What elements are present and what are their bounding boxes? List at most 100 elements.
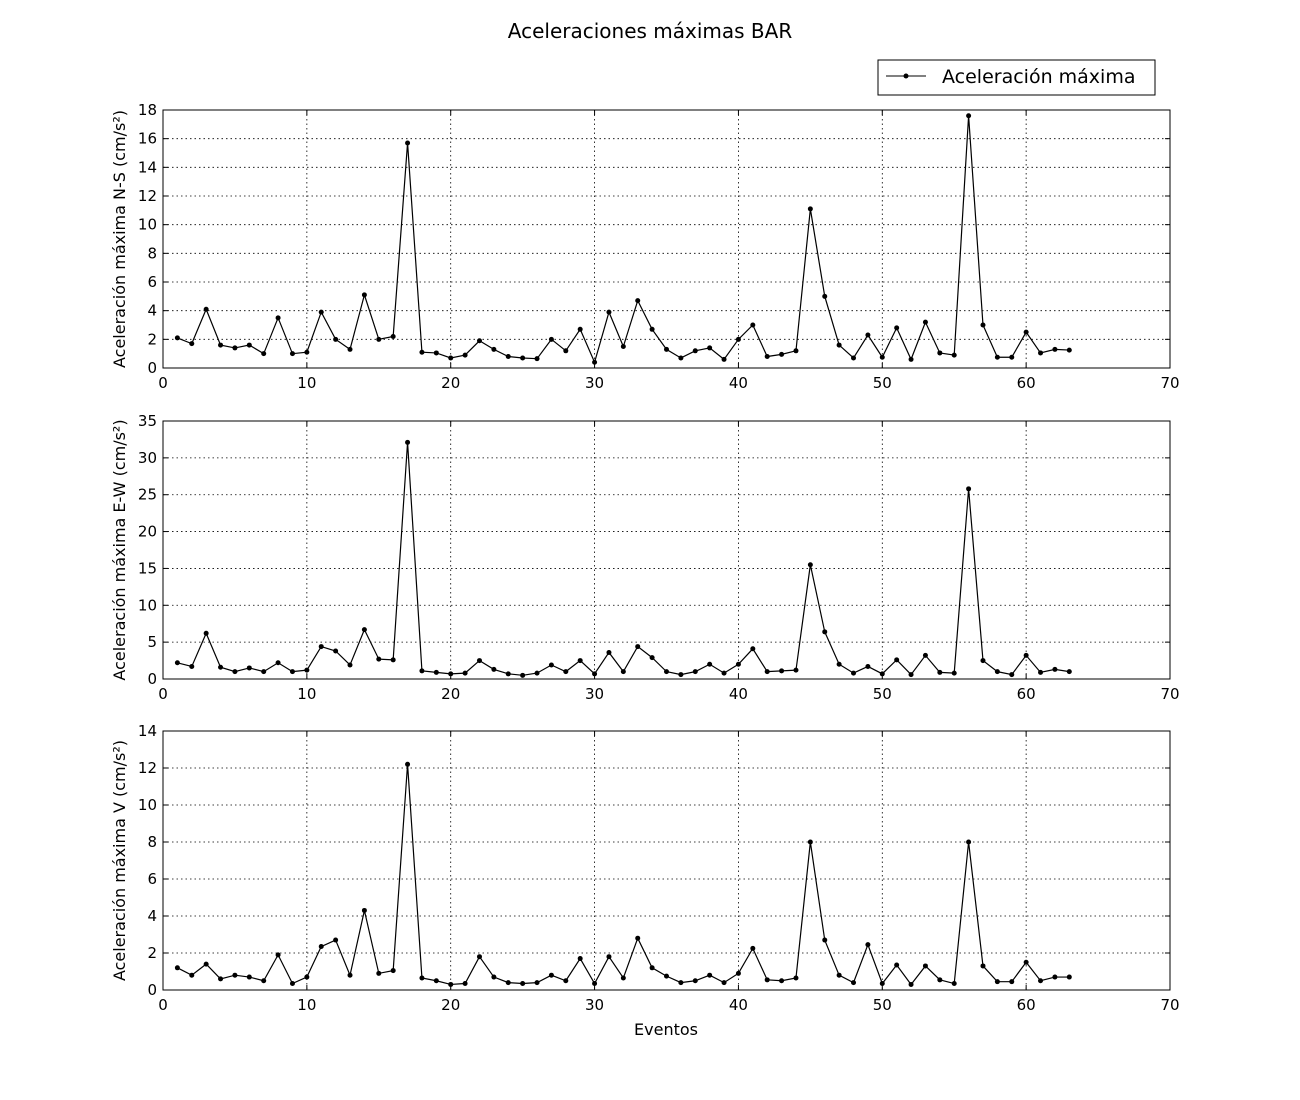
data-point-ns bbox=[232, 345, 238, 351]
data-point-ns bbox=[620, 344, 626, 349]
data-point-ew bbox=[563, 669, 569, 675]
data-point-v bbox=[793, 975, 799, 981]
data-point-v bbox=[203, 961, 209, 967]
y-tick-label: 10 bbox=[138, 216, 157, 234]
data-point-ns bbox=[218, 342, 224, 348]
x-tick-label: 30 bbox=[585, 996, 604, 1014]
data-point-ew bbox=[462, 670, 468, 676]
y-tick-label: 16 bbox=[138, 130, 157, 148]
data-point-v bbox=[289, 981, 295, 987]
data-point-ns bbox=[750, 322, 756, 328]
data-point-ew bbox=[174, 660, 180, 666]
data-point-ew bbox=[879, 671, 885, 677]
data-point-ns bbox=[1052, 346, 1058, 352]
x-tick-label: 70 bbox=[1160, 685, 1179, 703]
data-point-ns bbox=[922, 319, 928, 325]
data-point-v bbox=[764, 977, 770, 983]
data-point-v bbox=[1023, 959, 1029, 965]
data-point-v bbox=[448, 981, 454, 987]
data-point-v bbox=[649, 965, 655, 971]
data-point-v bbox=[966, 839, 972, 845]
data-point-ew bbox=[922, 652, 928, 658]
axes-frame-v bbox=[162, 730, 1171, 991]
data-point-v bbox=[189, 972, 195, 978]
data-point-ew bbox=[836, 661, 842, 667]
data-point-v bbox=[361, 907, 367, 913]
data-point-ew bbox=[376, 656, 382, 662]
data-point-ns bbox=[333, 336, 339, 342]
data-point-v bbox=[563, 978, 569, 984]
data-point-ns bbox=[894, 325, 900, 331]
data-point-v bbox=[980, 963, 986, 969]
data-point-ns bbox=[951, 352, 957, 358]
data-point-ns bbox=[937, 350, 943, 356]
data-point-ew bbox=[232, 669, 238, 675]
data-point-v bbox=[807, 839, 813, 845]
data-point-ew bbox=[592, 671, 598, 677]
x-tick-label: 70 bbox=[1160, 374, 1179, 392]
x-tick-label: 70 bbox=[1160, 996, 1179, 1014]
y-tick-label: 12 bbox=[138, 187, 157, 205]
data-point-ns bbox=[793, 348, 799, 354]
data-point-v bbox=[534, 980, 540, 986]
data-point-v bbox=[246, 974, 252, 980]
data-point-v bbox=[304, 974, 310, 980]
data-point-ew bbox=[851, 670, 857, 676]
data-point-v bbox=[318, 944, 324, 950]
data-point-ns bbox=[735, 336, 741, 342]
data-point-v bbox=[908, 981, 914, 987]
data-point-ns bbox=[548, 336, 554, 342]
data-point-ew bbox=[649, 655, 655, 661]
data-point-ew bbox=[735, 661, 741, 667]
data-point-v bbox=[879, 981, 885, 987]
data-point-ns bbox=[462, 352, 468, 358]
data-point-ns bbox=[721, 356, 727, 362]
data-point-ns bbox=[534, 356, 540, 362]
data-point-ns bbox=[275, 315, 281, 321]
data-point-v bbox=[922, 963, 928, 969]
data-point-ns bbox=[822, 293, 828, 299]
data-point-v bbox=[592, 981, 598, 987]
data-point-v bbox=[218, 976, 224, 982]
data-point-ew bbox=[333, 648, 339, 654]
y-axis-label-ew: Aceleración máxima E-W (cm/s²) bbox=[110, 419, 129, 680]
data-point-v bbox=[1066, 974, 1072, 980]
data-point-ew bbox=[779, 668, 785, 674]
data-point-ns bbox=[405, 140, 411, 146]
data-point-ns bbox=[649, 326, 655, 332]
x-tick-label: 10 bbox=[297, 996, 316, 1014]
data-point-v bbox=[333, 937, 339, 943]
data-point-ew bbox=[390, 657, 396, 663]
data-point-ew bbox=[951, 670, 957, 676]
x-tick-label: 10 bbox=[297, 685, 316, 703]
y-tick-label: 6 bbox=[147, 273, 157, 291]
axes-frame-ns bbox=[162, 109, 1171, 369]
data-point-ns bbox=[692, 348, 698, 354]
y-tick-label: 20 bbox=[138, 523, 157, 541]
y-axis-label-ns: Aceleración máxima N-S (cm/s²) bbox=[110, 110, 129, 368]
data-point-ew bbox=[419, 668, 425, 674]
data-point-ns bbox=[1009, 354, 1015, 360]
x-tick-label: 50 bbox=[873, 685, 892, 703]
x-tick-label: 10 bbox=[297, 374, 316, 392]
data-point-ew bbox=[620, 669, 626, 675]
x-tick-label: 40 bbox=[729, 685, 748, 703]
data-point-v bbox=[505, 980, 511, 986]
data-point-ew bbox=[865, 663, 871, 669]
data-point-ns bbox=[520, 355, 526, 361]
data-point-ns bbox=[246, 342, 252, 348]
data-point-ew bbox=[764, 669, 770, 675]
data-point-v bbox=[405, 761, 411, 767]
data-point-ew bbox=[678, 672, 684, 678]
x-tick-label: 0 bbox=[158, 685, 168, 703]
data-point-v bbox=[707, 972, 713, 978]
data-point-ew bbox=[980, 658, 986, 664]
data-point-ns bbox=[361, 292, 367, 298]
data-point-ns bbox=[994, 354, 1000, 360]
x-tick-label: 20 bbox=[441, 685, 460, 703]
y-tick-label: 12 bbox=[138, 759, 157, 777]
x-tick-label: 40 bbox=[729, 374, 748, 392]
axes-frame-ew bbox=[162, 420, 1171, 680]
data-point-v bbox=[620, 975, 626, 981]
data-point-ew bbox=[548, 662, 554, 668]
